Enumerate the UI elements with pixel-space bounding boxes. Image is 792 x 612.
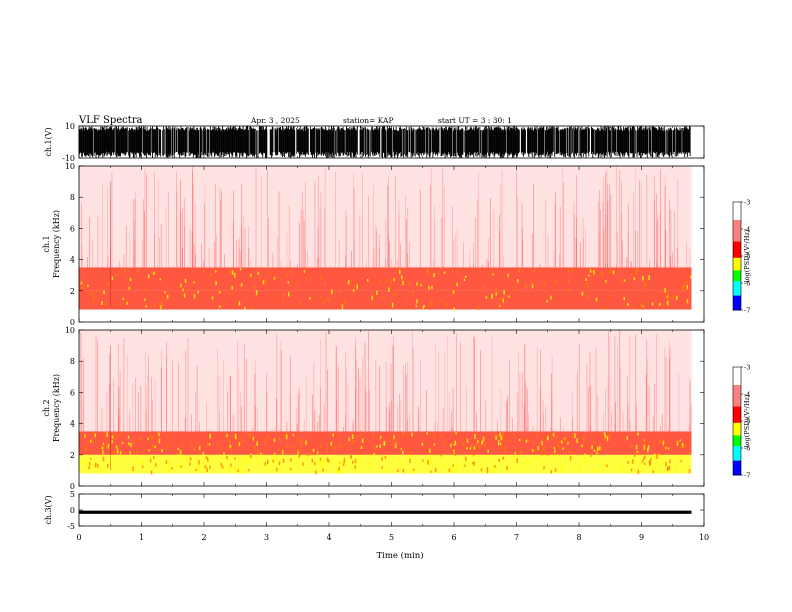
figure-title: VLF Spectra bbox=[78, 115, 143, 126]
y-tick-label: 4 bbox=[70, 256, 75, 265]
y-tick-label: 0 bbox=[70, 318, 75, 327]
colorbar-tick-label: -3 bbox=[744, 199, 750, 207]
ch1-waveform-panel: 10 -10 bbox=[62, 122, 705, 163]
start-time-label: start UT = 3 : 30: 1 bbox=[438, 116, 512, 125]
x-tick-label: 5 bbox=[389, 533, 394, 542]
colorbar-tick-label: -7 bbox=[744, 472, 750, 480]
ch2-spectrogram-ylabel-line2: Frequency (kHz) bbox=[52, 374, 61, 442]
spectrogram-streaks bbox=[80, 330, 692, 476]
y-tick-label: 6 bbox=[70, 224, 75, 233]
x-tick-label: 3 bbox=[264, 533, 269, 542]
colorbar-tick-label: -3 bbox=[744, 364, 750, 372]
ch2-colorbar: -3 -4 -5 -6 -7 bbox=[732, 364, 750, 480]
y-tick-label: 8 bbox=[70, 193, 75, 202]
x-tick-label: 2 bbox=[201, 533, 206, 542]
ch1-colorbar: -3 -4 -5 -6 -7 bbox=[732, 199, 750, 315]
colorbar-tick-label: -6 bbox=[744, 280, 750, 288]
ch1-waveform-ylabel: ch.1(V) bbox=[44, 127, 53, 156]
x-tick-label: 6 bbox=[451, 533, 456, 542]
y-tick-label: -10 bbox=[62, 154, 75, 163]
y-tick-label: 8 bbox=[70, 357, 75, 366]
spectrogram-band bbox=[79, 166, 692, 268]
spectrogram-band bbox=[79, 290, 692, 310]
ch1-spectrogram-ylabel-line1: ch.1 bbox=[42, 235, 51, 252]
y-tick-label: 10 bbox=[65, 162, 75, 171]
y-tick-label: 10 bbox=[65, 122, 75, 131]
ch1-spectrogram-ylabel-line2: Frequency (kHz) bbox=[52, 210, 61, 278]
colorbar-tick-label: -7 bbox=[744, 307, 750, 315]
colorbar-tick-label: -5 bbox=[744, 418, 750, 426]
y-tick-label: 4 bbox=[70, 420, 75, 429]
colorbar-tick-label: -6 bbox=[744, 445, 750, 453]
x-tick-label: 0 bbox=[76, 533, 81, 542]
y-tick-label: 5 bbox=[70, 490, 75, 499]
time-axis: 0 1 2 3 4 5 6 7 8 9 10 bbox=[76, 533, 709, 542]
y-tick-label: 0 bbox=[70, 506, 75, 515]
waveform-trace bbox=[78, 126, 691, 158]
colorbar-tick-label: -4 bbox=[744, 391, 750, 399]
colorbar-tick-label: -4 bbox=[744, 226, 750, 234]
x-tick-label: 8 bbox=[576, 533, 581, 542]
x-axis-label: Time (min) bbox=[376, 550, 423, 561]
ch2-colorbar-label: log(PSD)(V²/Hz) bbox=[743, 394, 751, 447]
spectrogram-streaks bbox=[80, 166, 692, 312]
ch3-waveform-ylabel: ch.3(V) bbox=[44, 495, 53, 524]
panel-frame bbox=[78, 493, 705, 527]
x-tick-label: 9 bbox=[639, 533, 644, 542]
y-tick-label: 10 bbox=[65, 326, 75, 335]
x-tick-label: 10 bbox=[699, 533, 709, 542]
waveform-trace bbox=[79, 510, 692, 514]
ch2-spectrogram-ylabel-line1: ch.2 bbox=[42, 399, 51, 416]
x-tick-label: 4 bbox=[326, 533, 331, 542]
spectrogram-band bbox=[79, 454, 692, 474]
y-tick-label: 2 bbox=[70, 451, 75, 460]
ch1-colorbar-label: log(PSD)(V²/Hz) bbox=[743, 229, 751, 282]
y-tick-label: 2 bbox=[70, 287, 75, 296]
y-tick-label: 6 bbox=[70, 388, 75, 397]
y-tick-label: 0 bbox=[70, 482, 75, 491]
ch3-waveform-panel: 5 0 -5 bbox=[67, 490, 705, 531]
x-tick-label: 7 bbox=[514, 533, 519, 542]
ch2-spectrogram-panel: 0 2 4 6 8 10 bbox=[65, 326, 705, 491]
spectrogram-band bbox=[79, 330, 692, 432]
date-label: Apr. 3 , 2025 bbox=[250, 116, 300, 125]
y-tick-label: -5 bbox=[67, 522, 75, 531]
colorbar-tick-label: -5 bbox=[744, 253, 750, 261]
ch1-spectrogram-panel: 0 2 4 6 8 10 bbox=[65, 162, 705, 327]
x-tick-label: 1 bbox=[139, 533, 144, 542]
station-label: station= KAP bbox=[343, 116, 394, 125]
